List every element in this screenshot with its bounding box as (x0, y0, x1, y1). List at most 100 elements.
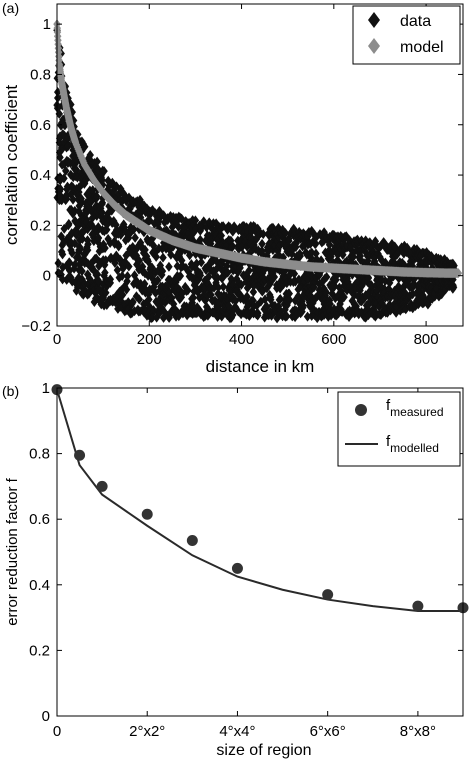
data-point (93, 156, 101, 167)
panel-a-y-tick-label: 0.2 (30, 217, 51, 234)
data-point (176, 270, 185, 281)
data-point (148, 312, 157, 323)
data-point (197, 257, 206, 268)
data-point (121, 256, 129, 267)
panel-a-y-tick-label: 0.8 (30, 66, 51, 83)
data-point (56, 190, 65, 201)
data-point (83, 235, 92, 246)
panel-b-y-tick-label: 0 (42, 708, 50, 725)
data-point (80, 141, 89, 152)
data-point (243, 291, 251, 302)
data-point (64, 220, 73, 231)
data-point (249, 286, 258, 297)
data-point (78, 233, 87, 244)
data-point (290, 268, 299, 279)
data-point (223, 267, 232, 278)
panel-a-y-ticks: −0.2 0 0.2 0.4 0.6 0.8 1 (21, 16, 463, 335)
data-point (165, 261, 173, 272)
measured-point (186, 535, 198, 547)
legend-modelled-label: fmodelled (386, 433, 439, 455)
data-point (94, 232, 103, 243)
data-point (266, 292, 275, 303)
data-point (196, 270, 205, 281)
data-point (184, 285, 192, 296)
legend-model-marker (368, 38, 380, 54)
data-point (58, 249, 67, 260)
panel-b-y-tick-label: 0.8 (29, 446, 50, 463)
data-point (367, 280, 376, 291)
data-point (69, 194, 77, 205)
panel-b-y-ticks: 0 0.2 0.4 0.6 0.8 1 (29, 380, 463, 725)
panel-b-label: (b) (2, 383, 19, 399)
data-point (258, 238, 266, 249)
legend-data-label: data (400, 13, 431, 30)
data-point (67, 245, 75, 256)
data-point (322, 272, 331, 283)
data-point (71, 205, 79, 216)
panel-a-x-tick-label: 400 (229, 331, 254, 348)
data-point (191, 215, 200, 226)
data-point (270, 271, 279, 282)
panel-b-x-ticks: 0 2°x2° 4°x4° 6°x6° 8°x8° (53, 388, 436, 740)
data-point (340, 292, 348, 303)
panel-b-y-axis-label: error reduction factor f (4, 477, 21, 625)
legend-measured-sub: measured (390, 405, 443, 419)
data-point (249, 295, 257, 306)
data-point (54, 258, 63, 269)
legend-data-marker (368, 12, 380, 28)
panel-a: (a) 0 200 400 600 800 −0.200.20.40.60.81 dis… (2, 0, 464, 376)
data-point (122, 284, 131, 295)
data-point (381, 257, 390, 268)
data-point (101, 243, 109, 254)
panel-b-legend: fmeasured fmodelled (337, 391, 461, 467)
data-point (92, 191, 101, 202)
data-point (258, 245, 266, 256)
data-point (449, 283, 457, 294)
data-point (167, 249, 175, 260)
data-point (86, 150, 94, 161)
panel-b-plot-area (51, 384, 469, 614)
data-point (325, 239, 334, 250)
data-point (123, 271, 132, 282)
data-point (213, 272, 222, 283)
legend-measured-marker (355, 404, 367, 416)
data-point (131, 232, 139, 243)
panel-b-x-tick-label: 2°x2° (129, 723, 165, 740)
data-point (75, 241, 84, 252)
panel-a-x-tick-label: 0 (53, 331, 61, 348)
data-point (449, 258, 457, 269)
data-point (135, 255, 144, 266)
panel-a-x-tick-label: 800 (414, 331, 439, 348)
data-point (59, 262, 67, 273)
data-point (158, 266, 167, 277)
data-point (276, 294, 285, 305)
data-point (119, 219, 128, 230)
model-series-markers (53, 19, 463, 279)
data-point (295, 248, 304, 259)
data-point (145, 294, 153, 305)
data-point (322, 287, 330, 298)
panel-b-y-tick-label: 0.6 (29, 511, 50, 528)
data-point (102, 287, 110, 298)
data-point (125, 261, 133, 272)
modelled-line (56, 389, 463, 613)
data-point (143, 254, 152, 265)
panel-a-legend: data model (352, 5, 461, 65)
panel-b-x-axis-label: size of region (216, 742, 311, 759)
data-point (111, 258, 119, 269)
panel-a-y-tick-label: 0.4 (30, 167, 51, 184)
data-point (247, 232, 256, 243)
panel-a-y-axis-label: correlation coefficient (2, 85, 21, 246)
legend-modelled-sub: modelled (390, 441, 439, 455)
data-point (349, 251, 358, 262)
panel-a-y-tick-label: 1 (43, 16, 51, 33)
data-point (189, 292, 198, 303)
legend-measured-base: f (386, 397, 391, 414)
data-point (214, 282, 223, 293)
panel-a-y-tick-label: 0 (43, 268, 51, 285)
panel-b-x-tick-label: 0 (53, 723, 61, 740)
data-point (106, 274, 115, 285)
data-point (185, 250, 194, 261)
data-point (57, 195, 66, 206)
panel-a-label: (a) (2, 0, 19, 16)
